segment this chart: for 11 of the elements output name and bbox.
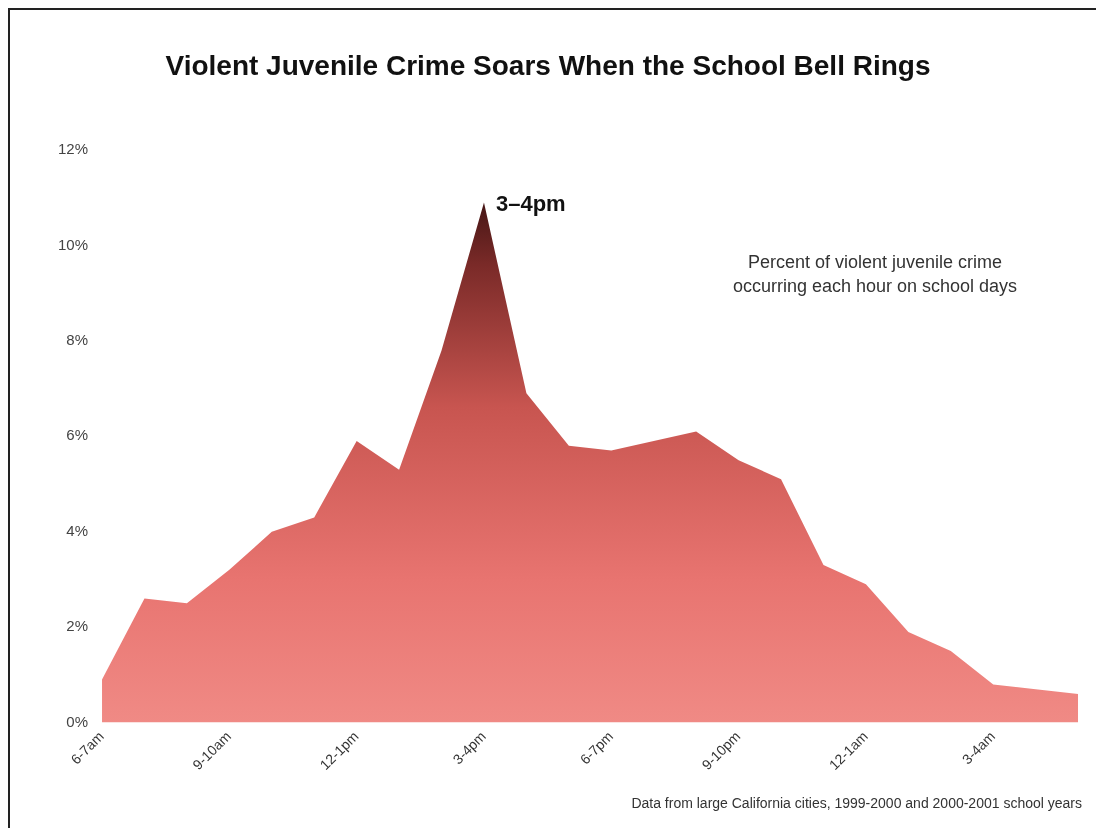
- y-tick-label: 6%: [66, 426, 89, 444]
- y-tick-label: 12%: [57, 140, 89, 158]
- chart-title: Violent Juvenile Crime Soars When the School Bell Rings: [164, 50, 932, 82]
- annotation: 3–4pm: [495, 190, 566, 216]
- text: Data from large California cities, 1999-2000 and 2000-2001 school years: [631, 795, 1082, 811]
- y-tick-label: 2%: [66, 617, 89, 635]
- y-tick-label: 4%: [66, 521, 89, 539]
- y-tick-label: 10%: [57, 235, 89, 253]
- y-tick-label: 8%: [66, 330, 89, 348]
- annotation: Percent of violent juvenile crime occurring each hour on school days: [731, 251, 1019, 298]
- y-tick-label: 0%: [66, 712, 89, 730]
